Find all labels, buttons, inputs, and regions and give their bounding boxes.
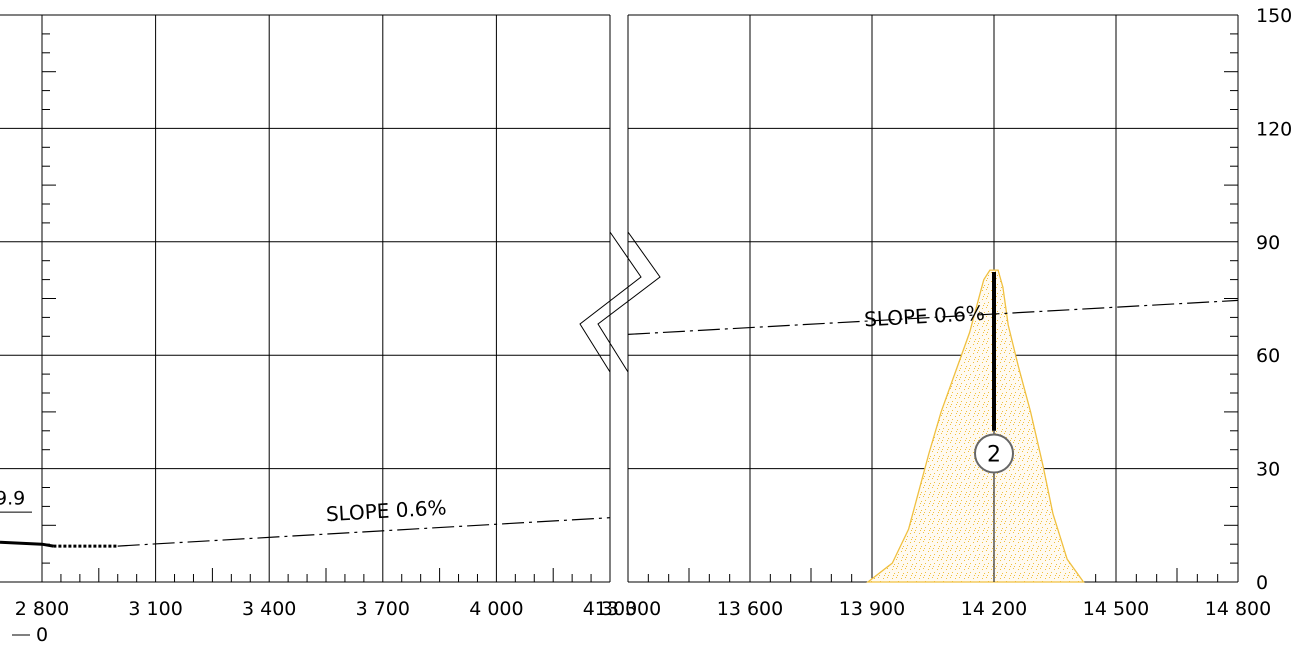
y-tick-label: 90 (1256, 232, 1280, 254)
shaded-area-layer (865, 269, 1085, 583)
y-tick-label: 150 (1256, 5, 1292, 27)
break-line-right (597, 15, 661, 582)
bold-segment-left (0, 540, 43, 546)
axis-break-mark (579, 15, 661, 582)
break-line-left (579, 15, 642, 582)
x-tick-label: 14 200 (961, 598, 1027, 620)
site-marker-layer: 2 (974, 272, 1014, 582)
bold-segment (41, 542, 54, 548)
x-tick-label: 4 000 (469, 598, 523, 620)
slope-line (117, 517, 611, 547)
grid-left-panel (0, 14, 611, 583)
x-tick-label: 13 600 (717, 598, 783, 620)
bottom-partial-label: 0 (36, 624, 48, 646)
x-tick-label: 2 800 (15, 598, 69, 620)
slope-label: SLOPE 0.6% (325, 495, 447, 526)
x-tick-label: 14 500 (1083, 598, 1149, 620)
slope-label: SLOPE 0.6% (864, 301, 986, 332)
x-tick-label: 13 300 (595, 598, 661, 620)
series-layer (0, 299, 1239, 548)
slope-line (627, 299, 1239, 335)
site-marker-label: 2 (987, 442, 1001, 467)
x-tick-label: 13 900 (839, 598, 905, 620)
shaded-area (865, 269, 1085, 583)
partial-elevation-label: 9.9 (0, 488, 25, 510)
x-tick-label: 3 100 (128, 598, 182, 620)
x-tick-label: 3 400 (242, 598, 296, 620)
y-tick-label: 60 (1256, 345, 1280, 367)
site-marker-circle (974, 433, 1014, 474)
y-tick-label: 30 (1256, 459, 1280, 481)
y-tick-label: 120 (1256, 118, 1292, 140)
x-tick-label: 14 800 (1205, 598, 1271, 620)
y-tick-label: 0 (1256, 572, 1268, 594)
x-tick-label: 4 300 (583, 598, 637, 620)
x-tick-label: 3 700 (356, 598, 410, 620)
